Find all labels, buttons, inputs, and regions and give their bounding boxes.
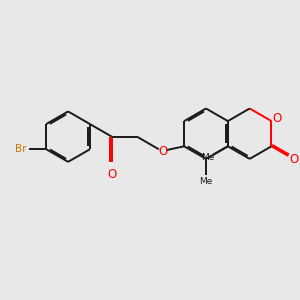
Text: O: O [158, 145, 167, 158]
Text: Br: Br [15, 144, 27, 154]
Text: O: O [289, 153, 298, 166]
Text: O: O [272, 112, 281, 125]
Text: O: O [107, 168, 116, 181]
Text: Me: Me [201, 153, 215, 162]
Text: Me: Me [199, 177, 213, 186]
